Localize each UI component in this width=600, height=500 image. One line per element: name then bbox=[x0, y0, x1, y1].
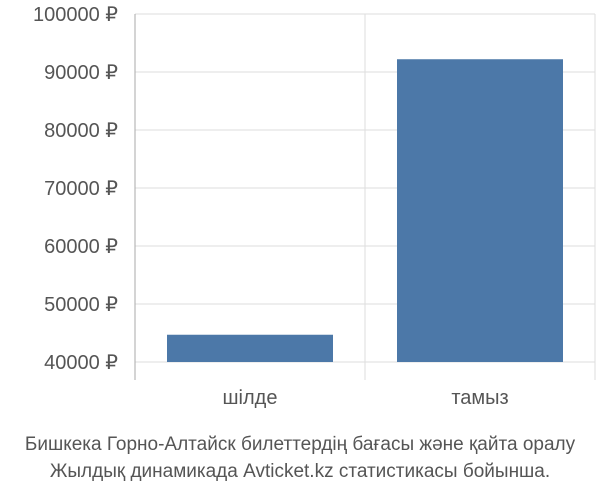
y-tick-label: 100000 ₽ bbox=[33, 4, 118, 26]
x-tick-label: шілде bbox=[223, 387, 278, 409]
x-tick-label: тамыз bbox=[451, 387, 508, 409]
chart-caption-line-1: Бишкека Горно-Алтайск билеттердің бағасы… bbox=[24, 434, 576, 455]
chart-area: 40000 ₽ 50000 ₽ 60000 ₽ 70000 ₽ 80000 ₽ 90000… bbox=[33, 4, 596, 409]
y-tick-label: 80000 ₽ bbox=[44, 120, 118, 142]
y-tick-label: 90000 ₽ bbox=[44, 62, 118, 84]
chart-caption-line-2: Жылдық динамикада Avticket.kz статистика… bbox=[49, 461, 551, 482]
bar-chart: 40000 ₽ 50000 ₽ 60000 ₽ 70000 ₽ 80000 ₽ 90000… bbox=[33, 4, 596, 409]
y-tick-label: 70000 ₽ bbox=[44, 178, 118, 200]
bar-1 bbox=[397, 59, 563, 363]
bar-0 bbox=[167, 334, 333, 362]
y-tick-label: 40000 ₽ bbox=[44, 352, 118, 374]
y-tick-label: 60000 ₽ bbox=[44, 236, 118, 258]
y-tick-label: 50000 ₽ bbox=[44, 294, 118, 316]
